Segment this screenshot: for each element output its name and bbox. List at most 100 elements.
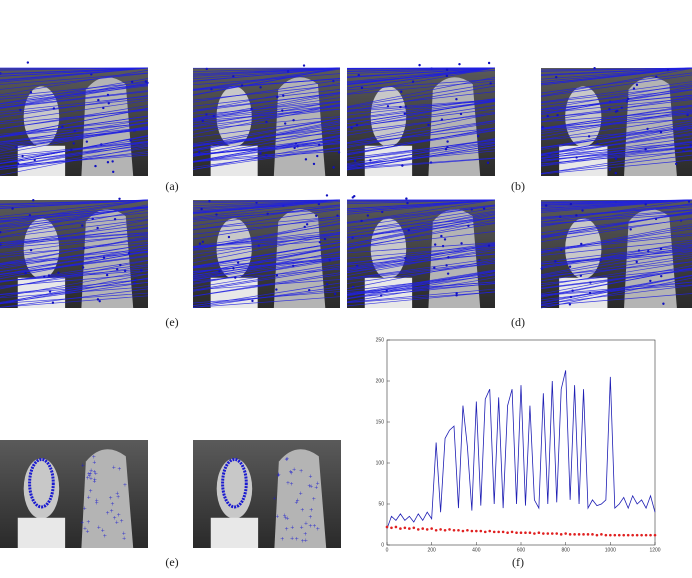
match-point — [546, 114, 549, 118]
match-point — [580, 242, 583, 246]
match-point — [29, 91, 33, 94]
series-marker — [519, 531, 523, 534]
match-line — [0, 212, 149, 228]
match-line — [192, 100, 341, 116]
match-point — [458, 62, 461, 66]
contour-mark: + — [87, 493, 91, 501]
contour-mark: + — [283, 514, 287, 522]
match-line — [346, 120, 496, 144]
match-point — [119, 263, 122, 267]
match-line — [346, 210, 496, 236]
series-marker — [452, 528, 456, 532]
match-point — [32, 199, 35, 202]
match-line — [192, 263, 341, 289]
match-point — [236, 261, 240, 264]
match-point — [201, 119, 204, 122]
match-point — [102, 256, 106, 259]
match-line — [346, 216, 496, 247]
contour-mark: + — [110, 507, 114, 515]
match-line — [540, 267, 692, 285]
x-tick-label: 200 — [427, 547, 436, 553]
contour-mark: + — [285, 455, 289, 463]
match-line — [192, 67, 341, 82]
match-line — [192, 129, 341, 157]
match-line — [346, 130, 496, 154]
match-line — [540, 281, 692, 301]
match-line — [192, 146, 341, 168]
series-marker — [617, 533, 621, 537]
match-line — [540, 67, 692, 84]
match-point — [433, 243, 437, 246]
match-line — [0, 278, 149, 295]
match-point — [660, 274, 663, 278]
match-line — [0, 67, 149, 75]
series-marker — [533, 532, 536, 535]
match-line — [192, 134, 341, 162]
contour-mark: + — [88, 469, 92, 477]
match-line — [346, 127, 496, 145]
contour-mark: + — [309, 483, 313, 491]
match-point — [24, 271, 27, 275]
match-point — [97, 98, 100, 102]
contour-mark: + — [116, 493, 120, 501]
series-marker — [559, 533, 563, 536]
photo-panel — [192, 194, 341, 308]
match-line — [540, 109, 692, 138]
match-point — [265, 120, 268, 124]
match-line — [0, 219, 149, 248]
match-point — [575, 214, 578, 217]
match-point — [232, 75, 235, 78]
contour-mark: + — [83, 525, 87, 533]
match-line — [0, 232, 149, 244]
match-line — [0, 91, 149, 109]
match-line — [0, 233, 149, 255]
match-line — [346, 101, 496, 124]
torso — [274, 449, 327, 548]
match-line — [346, 67, 496, 74]
match-point — [105, 273, 109, 277]
match-point — [259, 86, 262, 89]
series-marker — [416, 528, 420, 531]
match-line — [0, 119, 149, 145]
match-line — [346, 158, 496, 170]
match-line — [192, 92, 341, 119]
match-line — [346, 127, 496, 156]
contour-mark: + — [299, 490, 303, 498]
contour-mark: + — [122, 529, 126, 537]
match-line — [540, 159, 692, 175]
contour-mark: + — [303, 530, 307, 538]
match-line — [0, 259, 149, 283]
match-line — [192, 77, 341, 91]
match-line — [346, 259, 496, 289]
match-point — [48, 290, 52, 293]
contour-mark: + — [309, 506, 313, 514]
match-line — [0, 105, 149, 130]
series-marker — [591, 533, 594, 536]
x-tick-label: 1000 — [605, 547, 616, 553]
match-line — [192, 201, 341, 214]
photo-panel — [0, 197, 149, 308]
match-line — [346, 138, 496, 161]
match-point — [111, 160, 114, 163]
x-tick-label: 1200 — [649, 547, 660, 553]
contour-mark: + — [120, 517, 124, 525]
match-point — [399, 105, 402, 109]
series-marker — [573, 533, 576, 536]
match-line — [540, 95, 692, 110]
match-line — [540, 199, 692, 211]
match-point — [649, 279, 652, 283]
series-marker — [425, 528, 429, 531]
match-line — [346, 67, 496, 83]
match-line — [346, 199, 496, 215]
series-marker — [609, 533, 612, 537]
contour-mark: + — [111, 500, 115, 508]
match-line — [346, 142, 496, 165]
contour-mark: + — [87, 470, 91, 478]
match-point — [455, 98, 458, 101]
panel-label: (f) — [512, 555, 524, 569]
match-line — [192, 199, 341, 202]
match-line — [540, 199, 692, 203]
contour-mark: + — [89, 487, 93, 495]
match-line — [0, 237, 149, 264]
match-point — [487, 61, 491, 65]
